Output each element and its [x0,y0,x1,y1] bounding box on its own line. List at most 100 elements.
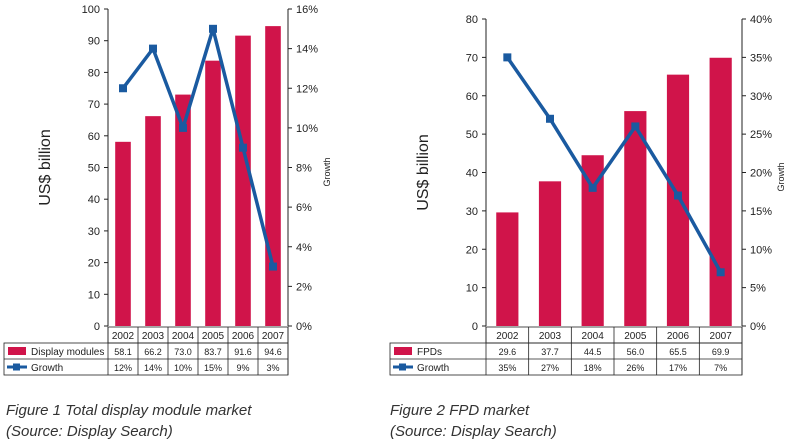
chart-1-table-bar-value-2004: 73.0 [174,347,192,357]
chart-2-table-growth-value-2003: 27% [541,363,559,373]
chart-1-growth-point-2007 [269,262,277,271]
chart-2-category-label-2002: 2002 [496,331,519,342]
chart-1-right-tick-label: 6% [296,202,312,214]
chart-2-table-growth-value-2004: 18% [584,363,602,373]
chart-2-table-growth-value-2002: 35% [498,363,516,373]
chart-1-table-growth-value-2005: 15% [204,363,222,373]
chart-1-growth-point-2002 [119,84,127,93]
chart-2-table-growth-value-2005: 26% [626,363,644,373]
chart-1-bar-2007 [265,26,281,326]
chart-2-right-tick-label: 20% [750,168,772,180]
chart-1-category-label-2007: 2007 [262,331,285,342]
chart-1-right-tick-label: 0% [296,321,312,333]
chart-2-right-tick-label: 10% [750,244,772,256]
figure-1-source: (Source: Display Search) [6,423,173,440]
chart-2-table-bar-value-2002: 29.6 [499,347,517,357]
chart-2-left-tick-label: 50 [466,129,478,141]
figure-1-label: Figure 1 [6,402,62,419]
chart-1-right-tick-label: 4% [296,242,312,254]
figure-1-caption: Figure 1 Total display module market (So… [6,400,251,442]
chart-1-growth-point-2003 [149,44,157,53]
chart-1-table-growth-value-2002: 12% [114,363,132,373]
figure-2-source: (Source: Display Search) [390,423,557,440]
chart-2-category-label-2005: 2005 [624,331,647,342]
chart-2-left-tick-label: 60 [466,91,478,103]
chart-1-left-tick-label: 0 [94,321,100,333]
chart-1-table-growth-value-2004: 10% [174,363,192,373]
chart-2-left-tick-label: 10 [466,283,478,295]
chart-2-table-bar-value-2005: 56.0 [627,347,645,357]
chart-2-y2-axis-title: Growth [776,162,786,191]
figure-2-chart: 0 10 20 30 40 50 60 70 80 0% 5% 10% 15% 20% 25% 30% 35% 4… [388,0,793,392]
chart-2-y-axis-title: US$ billion [415,134,432,210]
chart-1-left-tick-label: 70 [88,99,100,111]
chart-2-legend-bar-swatch [394,347,412,355]
chart-1-table-bar-value-2005: 83.7 [204,347,222,357]
chart-2-bar-2002 [496,212,519,326]
chart-2-legend-line-marker [399,363,406,371]
chart-2-bar-2007 [709,57,732,326]
chart-1-table-bar-value-2003: 66.2 [144,347,162,357]
chart-1-table-growth-value-2003: 14% [144,363,162,373]
chart-1-right-tick-label: 10% [296,123,318,135]
chart-2-left-tick-label: 80 [466,14,478,26]
chart-1-legend-line-label: Growth [31,363,63,374]
chart-2-table-growth-value-2006: 17% [669,363,687,373]
chart-2-table-bar-value-2004: 44.5 [584,347,602,357]
figure-1-title-line: Figure 1 Total display module market [6,400,251,421]
chart-1-growth-point-2005 [209,24,217,33]
chart-2-left-tick-label: 30 [466,206,478,218]
chart-1-left-tick-label: 60 [88,131,100,143]
chart-1-left-tick-label: 80 [88,67,100,79]
chart-2-svg: 0 10 20 30 40 50 60 70 80 0% 5% 10% 15% 20% 25% 30% 35% 4… [389,14,786,376]
chart-2-category-label-2006: 2006 [667,331,690,342]
chart-2-legend-bar-label: FPDs [417,347,442,358]
chart-2-right-tick-label: 5% [750,283,766,295]
chart-1-left-tick-label: 20 [88,258,100,270]
chart-1-left-tick-label: 50 [88,163,100,175]
chart-2-growth-line [505,56,723,274]
chart-2-table-bar-value-2006: 65.5 [669,347,687,357]
chart-1-table-bar-value-2002: 58.1 [114,347,132,357]
chart-2-table-bar-value-2003: 37.7 [541,347,559,357]
chart-2-legend-line-label: Growth [417,363,449,374]
chart-1-left-tick-label: 40 [88,194,100,206]
chart-1-legend-line-marker [13,363,20,371]
chart-1-right-tick-label: 16% [296,4,318,16]
chart-1-bar-2005 [205,60,221,327]
chart-1-category-label-2005: 2005 [202,331,225,342]
chart-1-bar-2002 [115,141,131,326]
chart-2-growth-point-2003 [546,114,554,123]
chart-2-left-tick-label: 40 [466,168,478,180]
chart-2-right-tick-label: 25% [750,129,772,141]
chart-1-bar-2003 [145,116,161,326]
chart-1-legend-bar-swatch [8,347,26,355]
figure-1-title: Total display module market [65,402,252,419]
chart-2-right-tick-label: 15% [750,206,772,218]
chart-1-svg: 0 10 20 30 40 50 60 70 80 90 100 0% 2% 4% 6% 8% 10% 12% 14… [3,4,332,376]
figure-2-label: Figure 2 [390,402,446,419]
chart-2-bar-2004 [581,155,604,326]
chart-1-y2-axis-title: Growth [322,157,332,186]
chart-1-bar-2006 [235,35,251,327]
chart-2-table-growth-value-2007: 7% [714,363,727,373]
chart-2-category-label-2003: 2003 [539,331,562,342]
chart-2-bar-2006 [666,74,690,326]
chart-2-growth-point-2002 [503,53,512,62]
chart-2-growth-point-2007 [716,268,725,277]
chart-2-table-bar-value-2007: 69.9 [712,347,730,357]
chart-2-left-tick-label: 20 [466,244,478,256]
chart-1-left-tick-label: 30 [88,226,100,238]
chart-1-table-bar-value-2007: 94.6 [264,347,282,357]
chart-2-growth-point-2006 [674,191,682,200]
chart-1-growth-point-2004 [179,123,187,132]
chart-2-right-tick-label: 0% [750,321,766,333]
chart-2-right-tick-label: 35% [750,52,772,64]
chart-1-bar-2004 [175,94,191,326]
chart-1-category-label-2006: 2006 [232,331,255,342]
chart-1-left-tick-label: 10 [88,289,100,301]
figure-2-title-line: Figure 2 FPD market [390,400,557,421]
chart-2-category-label-2004: 2004 [582,331,605,342]
chart-1-category-label-2003: 2003 [142,331,165,342]
chart-1-table-growth-value-2006: 9% [236,363,249,373]
